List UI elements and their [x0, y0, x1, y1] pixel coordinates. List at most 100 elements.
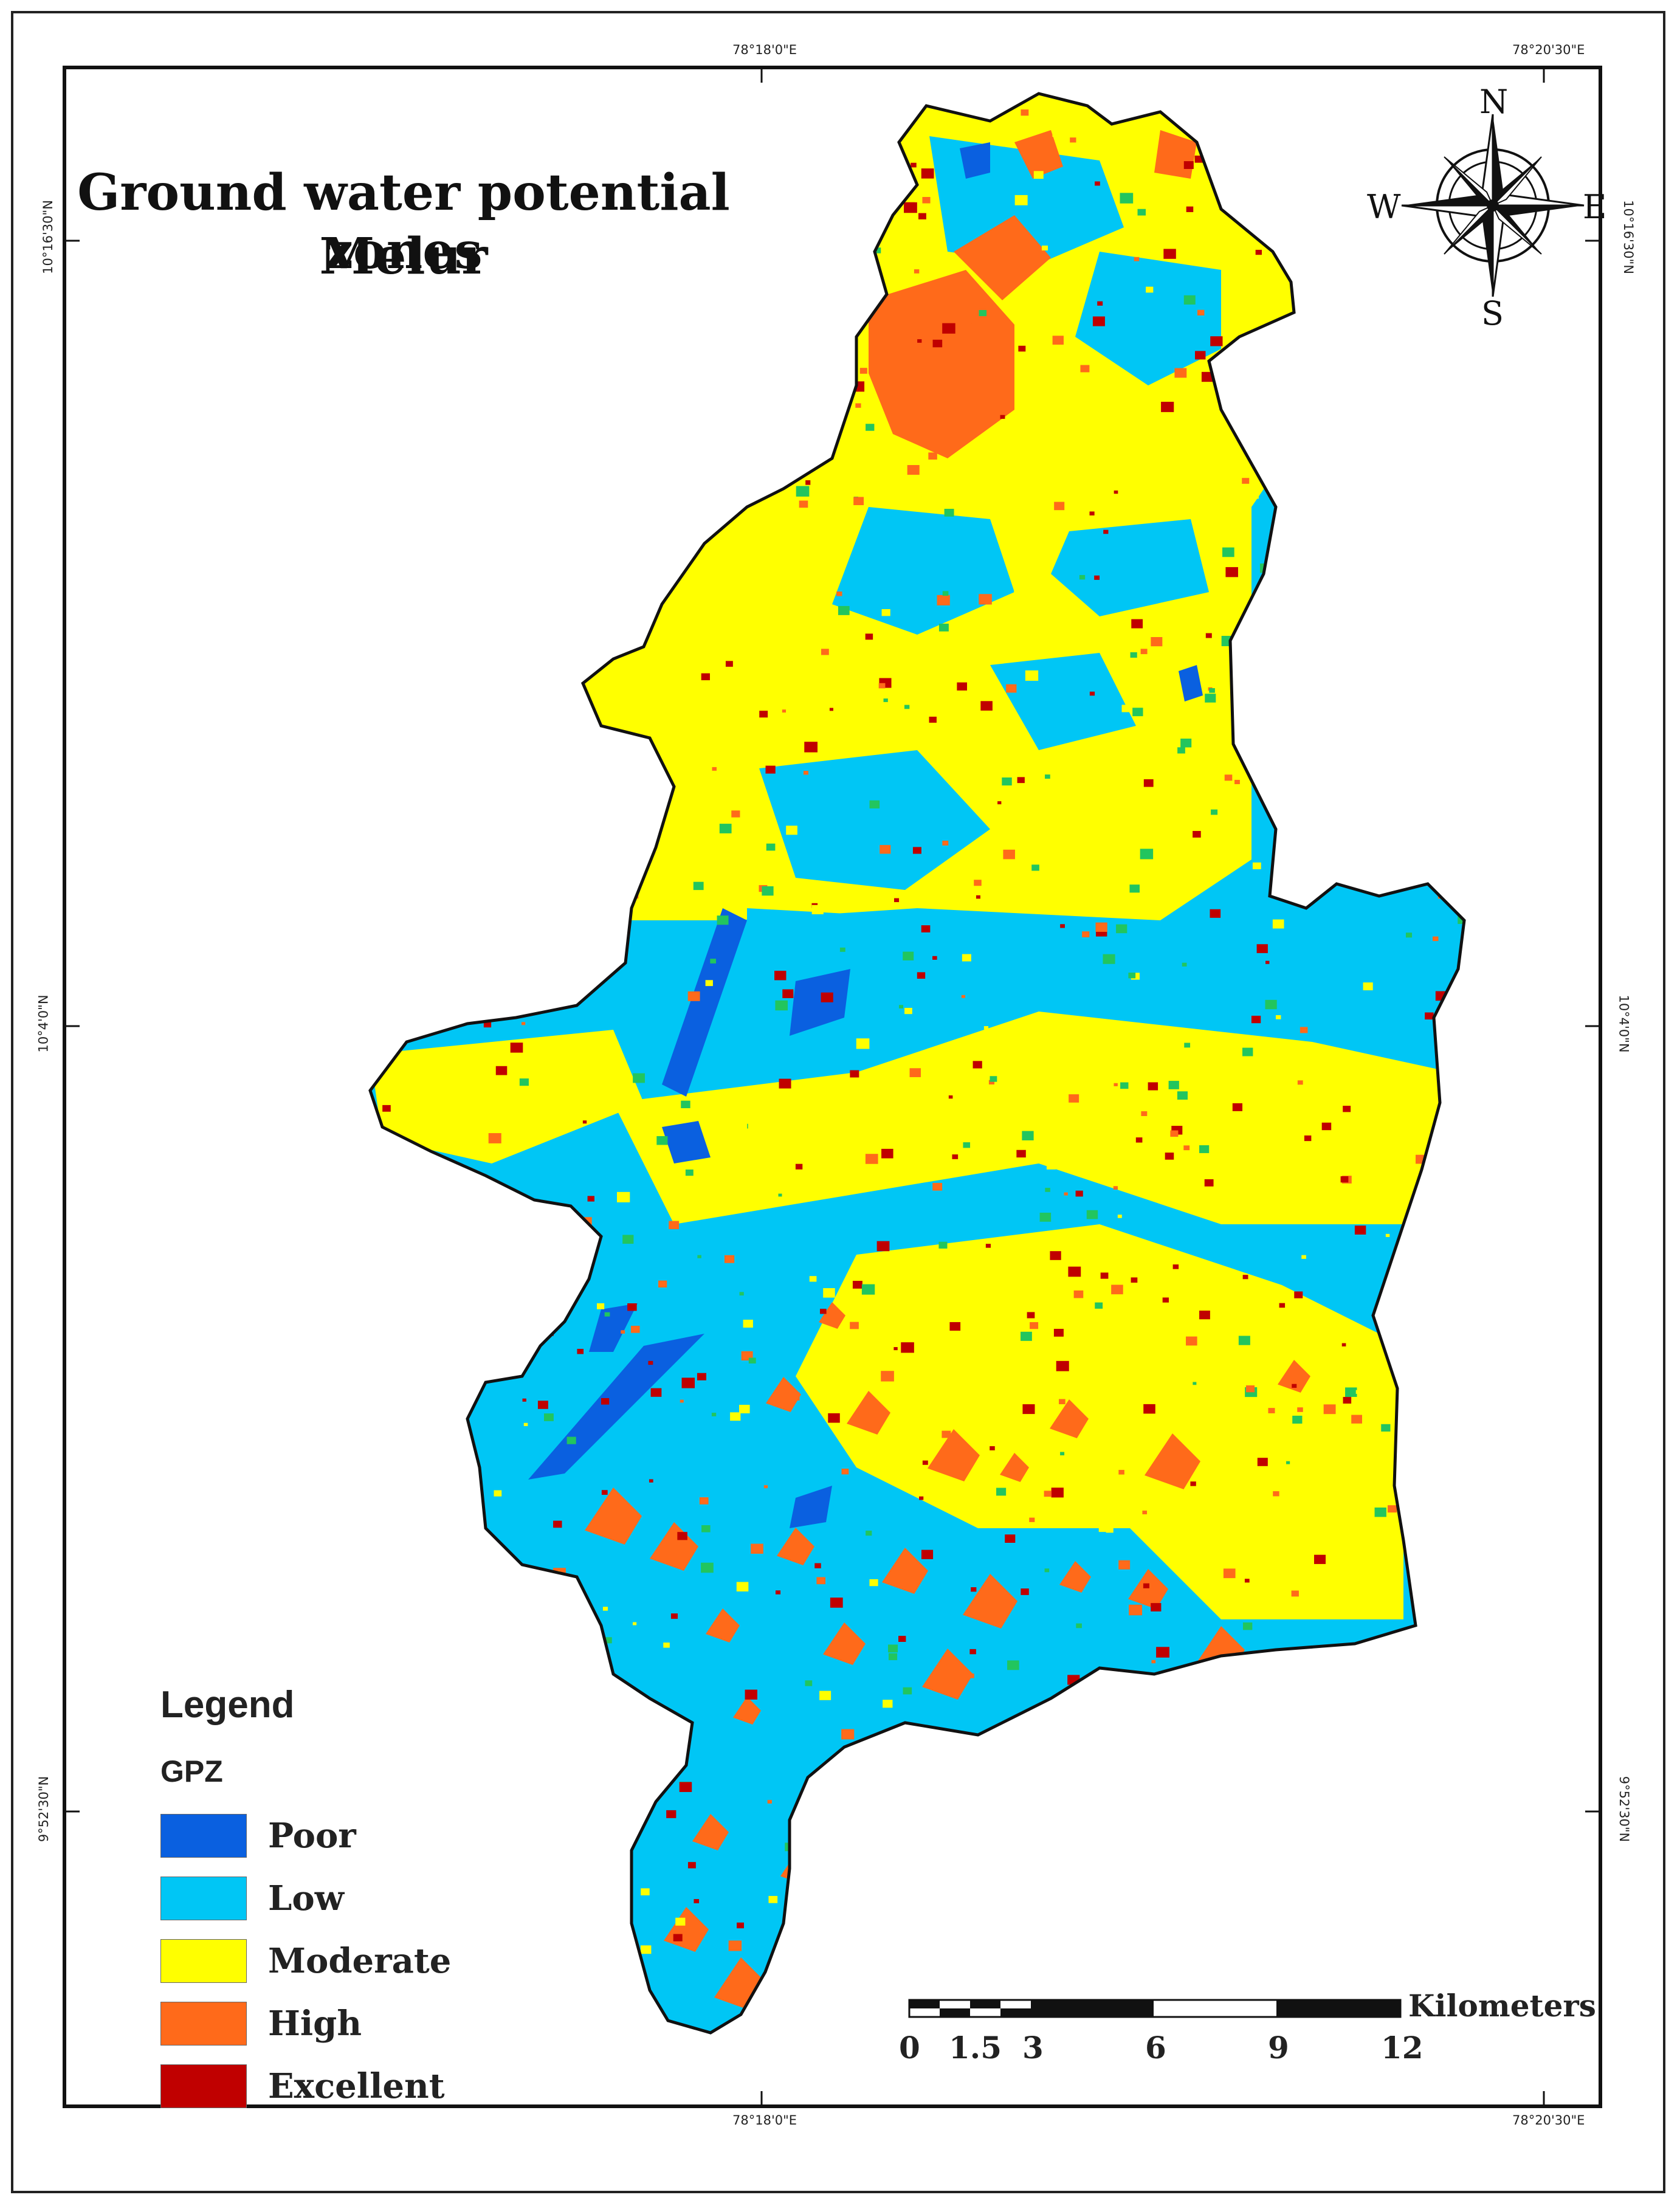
legend-title: Legend — [160, 1684, 295, 1726]
raster-speckle — [1279, 1303, 1286, 1308]
raster-speckle — [739, 1404, 750, 1414]
raster-speckle — [616, 800, 628, 809]
raster-speckle — [1425, 841, 1435, 849]
raster-speckle — [426, 1188, 437, 1198]
raster-speckle — [531, 1785, 544, 1796]
raster-speckle — [1177, 747, 1185, 754]
raster-speckle — [565, 488, 579, 499]
raster-speckle — [1282, 804, 1293, 813]
raster-speckle — [1216, 1948, 1226, 1956]
raster-speckle — [523, 1422, 528, 1427]
legend-label: Excellent — [268, 2066, 445, 2106]
raster-speckle — [759, 711, 768, 718]
raster-speckle — [420, 972, 430, 981]
zone-low — [1051, 519, 1209, 616]
raster-speckle — [1389, 113, 1399, 121]
raster-speckle — [1323, 190, 1330, 196]
map-canvas[interactable] — [66, 69, 1599, 2104]
raster-speckle — [697, 1255, 701, 1258]
raster-speckle — [1096, 1831, 1108, 1841]
raster-speckle — [514, 494, 520, 499]
raster-speckle — [1190, 1481, 1196, 1486]
raster-speckle — [766, 843, 776, 851]
raster-speckle — [589, 964, 597, 971]
raster-speckle — [983, 1025, 989, 1030]
raster-speckle — [1148, 1518, 1160, 1528]
raster-speckle — [904, 1007, 912, 1015]
raster-speckle — [547, 921, 553, 926]
raster-speckle — [1437, 550, 1447, 557]
raster-speckle — [1243, 705, 1250, 711]
raster-speckle — [639, 336, 647, 343]
raster-speckle — [1242, 1047, 1253, 1056]
raster-speckle — [1051, 1487, 1064, 1498]
raster-speckle — [1060, 924, 1065, 928]
raster-speckle — [819, 1691, 831, 1700]
legend-swatch — [160, 2001, 247, 2046]
raster-speckle — [1354, 613, 1368, 625]
raster-speckle — [898, 1005, 904, 1008]
raster-speckle — [1332, 1731, 1343, 1740]
raster-speckle — [824, 438, 830, 443]
raster-speckle — [917, 339, 922, 343]
coord-left-2: 10°4'0"N — [36, 994, 51, 1053]
raster-speckle — [656, 1136, 668, 1145]
raster-speckle — [1171, 1799, 1185, 1810]
legend-label: Moderate — [268, 1940, 452, 1981]
raster-speckle — [1199, 1311, 1210, 1320]
raster-speckle — [1141, 1111, 1148, 1117]
raster-speckle — [1086, 1210, 1098, 1219]
raster-speckle — [1385, 422, 1394, 429]
raster-speckle — [896, 1869, 904, 1875]
raster-speckle — [1234, 779, 1240, 784]
raster-speckle — [779, 1078, 791, 1089]
raster-speckle — [382, 1105, 391, 1112]
raster-speckle — [1100, 1272, 1109, 1279]
raster-speckle — [1286, 1461, 1290, 1464]
raster-speckle — [904, 705, 910, 709]
raster-speckle — [850, 1070, 859, 1078]
raster-speckle — [866, 1531, 872, 1536]
raster-speckle — [865, 1154, 878, 1164]
raster-speckle — [1268, 1408, 1275, 1413]
raster-speckle — [527, 1123, 539, 1132]
raster-speckle — [965, 346, 971, 352]
raster-speckle — [998, 1981, 1010, 1991]
raster-speckle — [836, 1945, 845, 1953]
raster-speckle — [1046, 1162, 1056, 1170]
raster-speckle — [500, 403, 506, 408]
raster-speckle — [494, 1490, 502, 1497]
raster-speckle — [1222, 461, 1233, 469]
raster-speckle — [805, 1680, 813, 1686]
raster-speckle — [449, 1261, 461, 1272]
compass-s-label: S — [1481, 294, 1504, 333]
raster-speckle — [865, 633, 873, 640]
raster-speckle — [1059, 1399, 1065, 1405]
raster-speckle — [1064, 1192, 1068, 1196]
raster-speckle — [853, 497, 864, 506]
raster-speckle — [1399, 1939, 1411, 1949]
raster-speckle — [1256, 944, 1268, 953]
raster-speckle — [606, 820, 619, 830]
raster-speckle — [828, 1413, 840, 1423]
raster-speckle — [1442, 1724, 1456, 1734]
raster-speckle — [804, 480, 811, 485]
raster-speckle — [1315, 739, 1325, 746]
raster-speckle — [473, 291, 487, 302]
raster-speckle — [1293, 879, 1304, 888]
raster-speckle — [511, 530, 522, 539]
raster-speckle — [1457, 499, 1464, 506]
legend-swatch — [160, 1939, 247, 1983]
zone-moderate — [796, 1224, 1403, 1619]
compass-e-label: E — [1583, 188, 1607, 226]
raster-speckle — [1440, 825, 1447, 831]
raster-speckle — [1441, 1723, 1454, 1734]
raster-speckle — [1197, 309, 1205, 315]
raster-speckle — [670, 1613, 678, 1619]
raster-speckle — [602, 497, 615, 507]
raster-speckle — [983, 1760, 989, 1765]
raster-speckle — [419, 1186, 425, 1191]
raster-speckle — [474, 692, 483, 698]
raster-speckle — [856, 1038, 870, 1049]
raster-speckle — [1147, 1873, 1152, 1878]
